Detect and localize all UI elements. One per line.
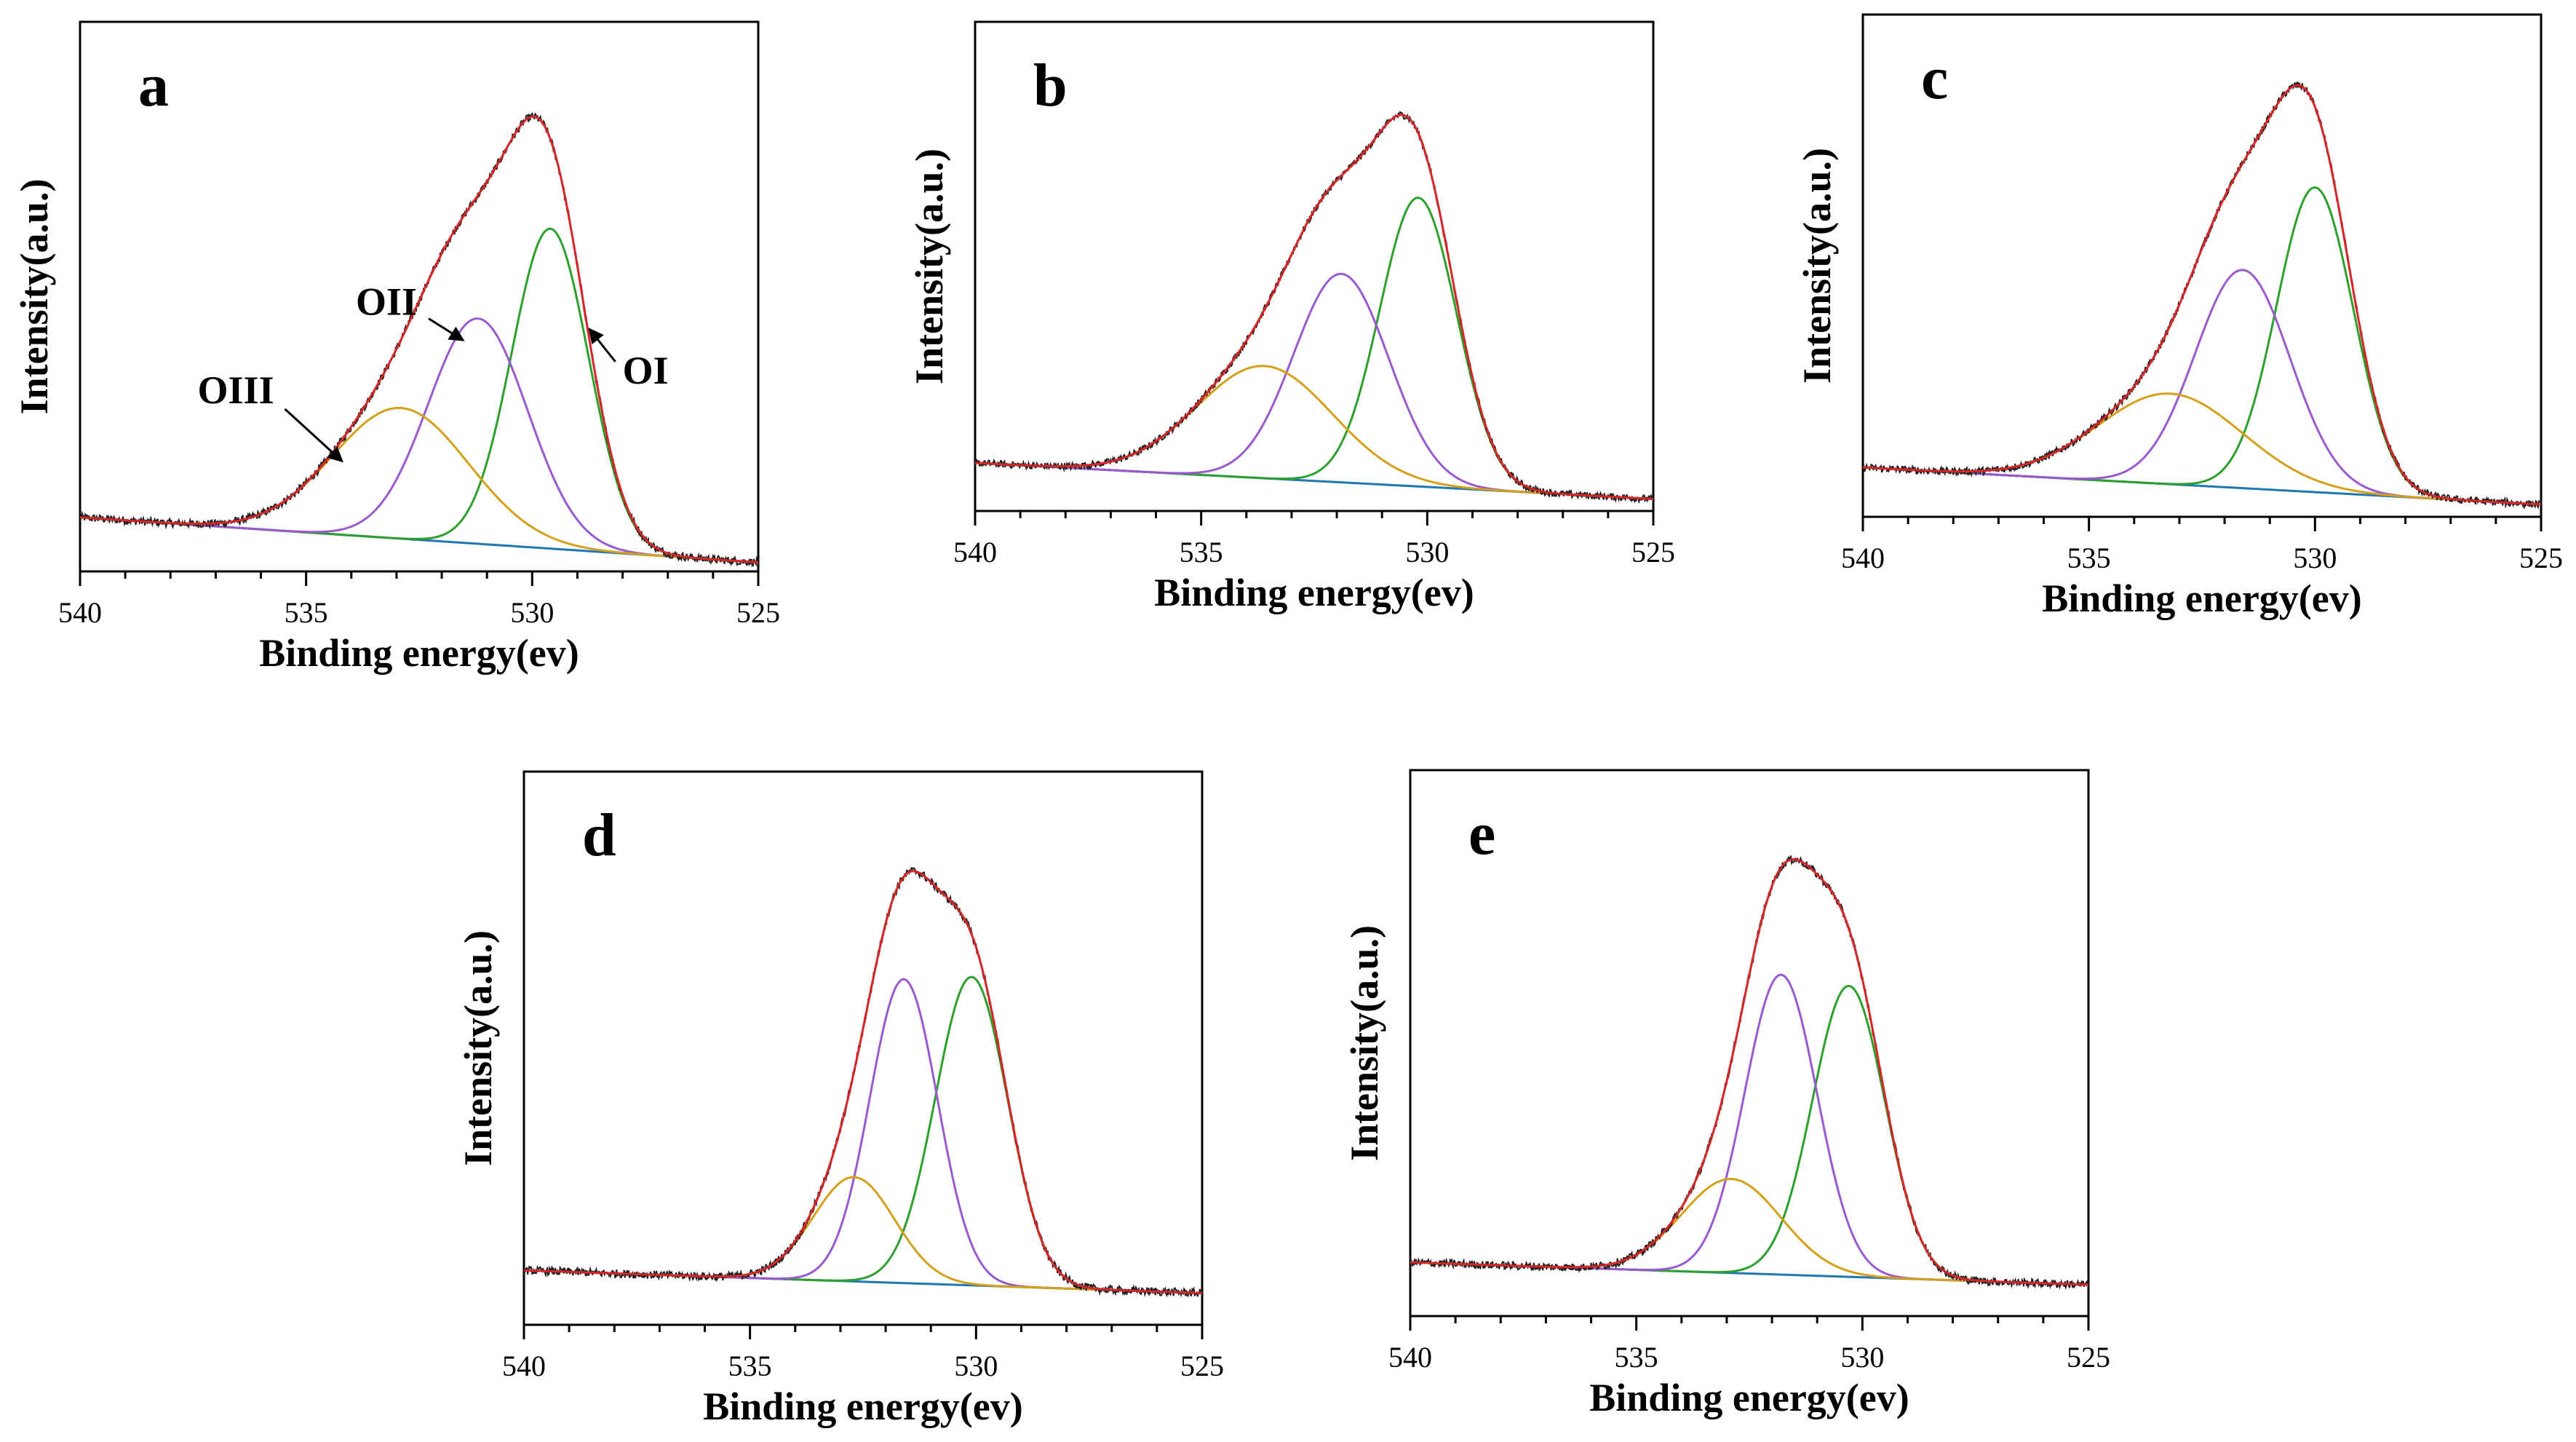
series-oiii xyxy=(975,365,1653,500)
series-envelope xyxy=(975,114,1653,500)
x-axis-title: Binding energy(ev) xyxy=(1154,571,1474,614)
panel-b: 540 535 530 525 Binding energy(ev) Intensity(… xyxy=(907,20,1675,614)
series-oi xyxy=(80,227,758,564)
series-oiii xyxy=(1863,392,2541,506)
y-axis-title: Intensity(a.u.) xyxy=(12,178,56,414)
series-envelope xyxy=(524,870,1202,1294)
x-tick-label: 535 xyxy=(1180,536,1223,569)
plot-frame xyxy=(522,770,1204,1326)
x-axis-title: Binding energy(ev) xyxy=(259,631,579,675)
x-tick-label: 530 xyxy=(954,1350,998,1382)
x-tick-label: 530 xyxy=(1405,536,1449,569)
x-tick-label: 530 xyxy=(510,596,554,629)
x-tick-label: 535 xyxy=(1615,1341,1658,1374)
panel-c: 540 535 530 525 Binding energy(ev) Intensity(… xyxy=(1795,13,2563,620)
y-axis-title: Intensity(a.u.) xyxy=(1343,925,1386,1161)
curves xyxy=(1410,855,2088,1291)
y-axis-title: Intensity(a.u.) xyxy=(1795,148,1839,384)
y-axis-title: Intensity(a.u.) xyxy=(907,148,951,384)
series-experimental xyxy=(80,112,758,567)
series-experimental xyxy=(1863,81,2541,510)
plot-frame xyxy=(79,20,760,573)
peak-label-oii: OII xyxy=(356,280,417,324)
x-tick-label: 530 xyxy=(2293,542,2337,574)
x-tick-label: 535 xyxy=(728,1350,772,1382)
annotation-arrow xyxy=(588,328,616,363)
series-oiii xyxy=(1410,1178,2088,1286)
x-tick-label: 540 xyxy=(58,596,102,629)
x-axis-title: Binding energy(ev) xyxy=(1589,1376,1909,1419)
annotation-arrow xyxy=(284,408,343,463)
panel-e: 540 535 530 525 Binding energy(ev) Intensity(… xyxy=(1343,769,2110,1419)
x-tick-label: 535 xyxy=(2067,542,2111,574)
curves xyxy=(975,110,1653,504)
series-oii xyxy=(1410,973,2088,1286)
y-axis-title: Intensity(a.u.) xyxy=(456,930,500,1166)
panel-letter: d xyxy=(582,801,616,869)
plot-frame xyxy=(1409,769,2090,1318)
x-tick-label: 525 xyxy=(2067,1341,2110,1374)
curves xyxy=(1863,81,2541,510)
annotation-arrow xyxy=(428,317,465,341)
series-envelope xyxy=(1863,84,2541,506)
panel-a: 540 535 530 525 Binding energy(ev) Intensity(… xyxy=(12,20,780,675)
panel-letter: c xyxy=(1921,44,1948,112)
x-tick-label: 525 xyxy=(1631,536,1675,569)
peak-label-oi: OI xyxy=(623,349,669,392)
x-tick-label: 540 xyxy=(502,1350,546,1382)
panel-letter: e xyxy=(1468,800,1495,868)
x-tick-label: 525 xyxy=(736,596,780,629)
x-tick-label: 540 xyxy=(1841,542,1885,574)
panel-d: 540 535 530 525 Binding energy(ev) Intensity(… xyxy=(456,770,1224,1428)
series-oi xyxy=(1410,984,2088,1286)
x-tick-label: 540 xyxy=(1388,1341,1432,1374)
panel-letter: a xyxy=(138,52,169,119)
series-oi xyxy=(1863,186,2541,506)
plot-frame xyxy=(974,20,1655,512)
curves xyxy=(80,112,758,567)
x-tick-label: 530 xyxy=(1840,1341,1884,1374)
series-envelope xyxy=(80,115,758,564)
x-axis-title: Binding energy(ev) xyxy=(703,1384,1023,1428)
x-tick-label: 540 xyxy=(953,536,997,569)
series-experimental xyxy=(524,866,1202,1298)
x-tick-label: 535 xyxy=(285,596,328,629)
curves xyxy=(524,866,1202,1298)
series-oi xyxy=(975,197,1653,500)
x-tick-label: 525 xyxy=(1180,1350,1224,1382)
panel-letter: b xyxy=(1033,52,1068,119)
x-axis-title: Binding energy(ev) xyxy=(2042,577,2362,620)
series-envelope xyxy=(1410,857,2088,1286)
peak-label-oiii: OIII xyxy=(198,368,274,412)
series-experimental xyxy=(975,110,1653,504)
x-tick-label: 525 xyxy=(2519,542,2563,574)
plot-frame xyxy=(1861,13,2543,518)
